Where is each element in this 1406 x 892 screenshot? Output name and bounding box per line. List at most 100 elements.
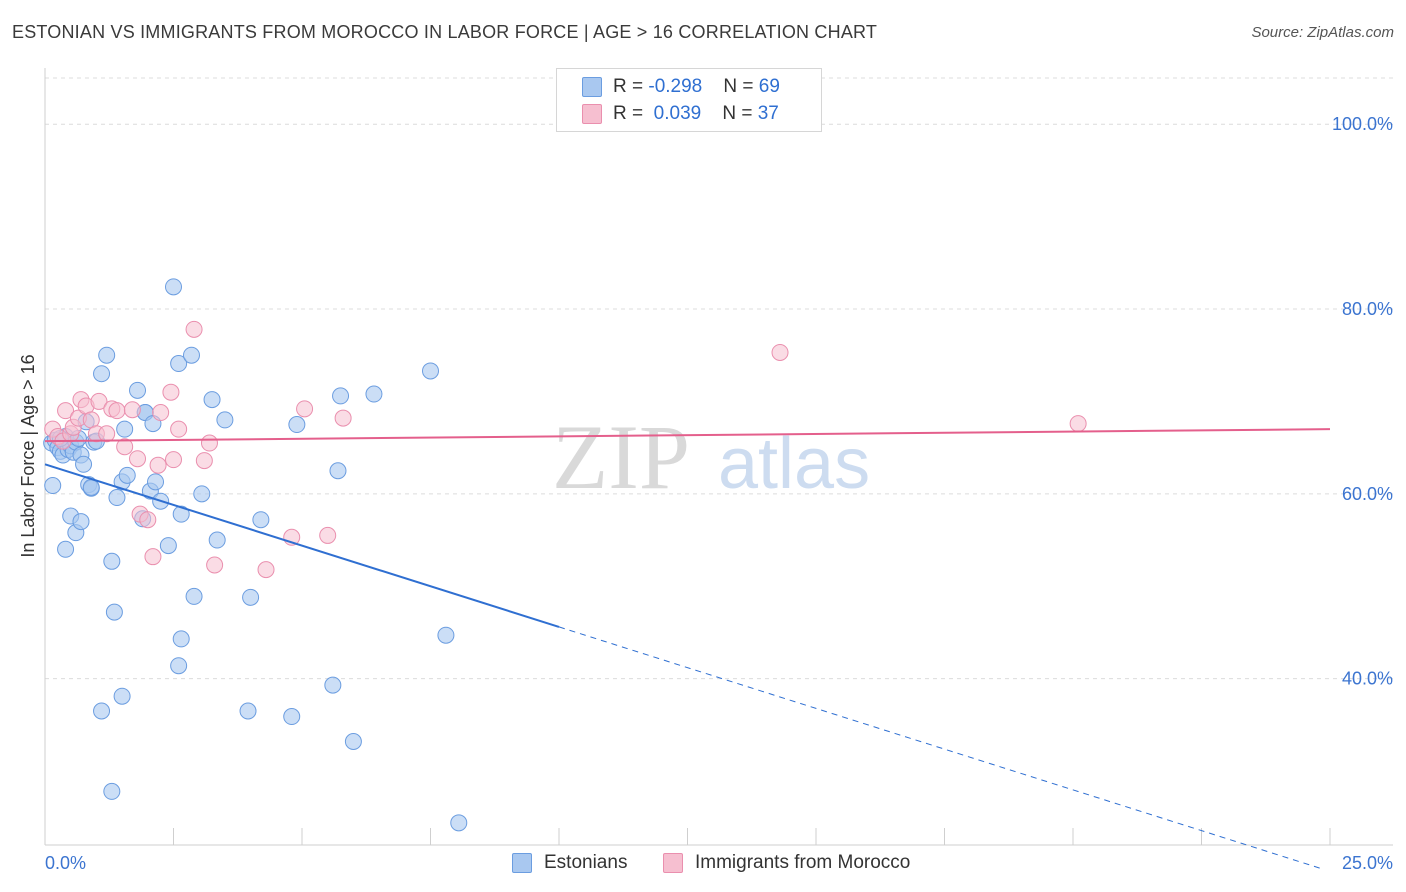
- scatter-point-estonians: [118, 466, 136, 484]
- scatter-point-estonians: [103, 552, 121, 570]
- scatter-point-estonians: [170, 657, 188, 675]
- scatter-point-estonians: [288, 416, 306, 434]
- correlation-legend: R = -0.298 N = 69 R = 0.039 N = 37: [556, 68, 822, 132]
- legend-n-label: N =: [723, 76, 759, 97]
- legend-r-value: -0.298: [648, 76, 703, 97]
- scatter-point-estonians: [116, 420, 134, 438]
- scatter-point-estonians: [172, 505, 190, 523]
- scatter-point-estonians: [344, 733, 362, 751]
- legend-r-value: 0.039: [648, 103, 702, 124]
- scatter-point-morocco: [116, 438, 134, 456]
- scatter-point-estonians: [283, 708, 301, 726]
- scatter-point-estonians: [75, 455, 93, 473]
- scatter-point-estonians: [103, 782, 121, 800]
- scatter-point-morocco: [206, 556, 224, 574]
- y-tick-label: 80.0%: [1342, 299, 1393, 319]
- scatter-point-estonians: [170, 355, 188, 373]
- legend-swatch-blue: [582, 77, 602, 97]
- scatter-point-estonians: [98, 346, 116, 364]
- scatter-point-estonians: [208, 531, 226, 549]
- scatter-point-estonians: [437, 626, 455, 644]
- legend-r-label: R =: [613, 103, 649, 124]
- scatter-point-estonians: [129, 381, 147, 399]
- scatter-point-estonians: [105, 603, 123, 621]
- scatter-point-estonians: [82, 478, 100, 496]
- bottom-legend-label: Immigrants from Morocco: [695, 852, 911, 873]
- scatter-point-morocco: [129, 450, 147, 468]
- legend-n-value: 37: [757, 103, 779, 124]
- source-credit: Source: ZipAtlas.com: [1251, 24, 1394, 41]
- scatter-point-morocco: [165, 451, 182, 469]
- legend-text: R = 0.039 N = 37: [613, 103, 779, 125]
- scatter-point-estonians: [332, 387, 350, 405]
- scatter-point-morocco: [144, 548, 162, 566]
- scatter-point-morocco: [195, 452, 213, 470]
- scatter-point-morocco: [98, 425, 116, 443]
- scatter-point-morocco: [170, 420, 188, 438]
- scatter-point-morocco: [90, 392, 108, 410]
- scatter-point-morocco: [257, 561, 275, 579]
- scatter-point-morocco: [57, 402, 75, 420]
- scatter-point-estonians: [72, 513, 90, 531]
- scatter-point-estonians: [93, 702, 111, 720]
- scatter-point-estonians: [147, 473, 165, 491]
- scatter-point-morocco: [185, 320, 203, 338]
- bottom-legend-label: Estonians: [544, 852, 628, 873]
- watermark-zip: ZIP: [552, 406, 690, 508]
- bottom-legend-estonians: Estonians: [512, 852, 627, 874]
- legend-row-morocco: R = 0.039 N = 37: [582, 102, 779, 126]
- scatter-point-estonians: [193, 485, 211, 503]
- legend-text: R = -0.298 N = 69: [613, 76, 780, 98]
- scatter-point-morocco: [149, 456, 167, 474]
- scatter-point-estonians: [216, 411, 234, 429]
- legend-swatch-pink: [582, 104, 602, 124]
- scatter-point-morocco: [152, 404, 170, 422]
- scatter-point-morocco: [162, 383, 180, 401]
- scatter-point-estonians: [252, 511, 270, 529]
- scatter-point-estonians: [324, 676, 342, 694]
- trendline-estonians: [44, 463, 560, 628]
- scatter-point-morocco: [319, 526, 337, 544]
- scatter-point-estonians: [450, 814, 468, 832]
- scatter-point-estonians: [93, 365, 111, 383]
- scatter-point-morocco: [334, 409, 352, 427]
- legend-n-label: N =: [722, 103, 758, 124]
- bottom-legend-swatch-pink: [663, 853, 683, 873]
- scatter-point-morocco: [771, 343, 789, 361]
- x-tick-label: 0.0%: [45, 853, 86, 873]
- trendline-estonians-extrapolated: [558, 626, 1320, 869]
- scatter-point-estonians: [57, 540, 75, 558]
- scatter-point-estonians: [172, 630, 190, 648]
- scatter-point-morocco: [296, 400, 314, 418]
- scatter-point-morocco: [108, 402, 126, 420]
- scatter-point-morocco: [1069, 415, 1087, 433]
- scatter-point-estonians: [203, 391, 221, 409]
- legend-r-label: R =: [613, 76, 649, 97]
- scatter-point-estonians: [165, 278, 182, 296]
- legend-n-value: 69: [758, 76, 780, 97]
- scatter-point-estonians: [239, 702, 257, 720]
- y-tick-label: 40.0%: [1342, 669, 1393, 689]
- scatter-point-estonians: [44, 477, 62, 495]
- scatter-point-morocco: [123, 401, 141, 419]
- scatter-point-estonians: [159, 537, 177, 555]
- chart-title: ESTONIAN VS IMMIGRANTS FROM MOROCCO IN L…: [12, 22, 878, 42]
- scatter-point-estonians: [182, 346, 200, 364]
- scatter-point-estonians: [113, 687, 131, 705]
- watermark-atlas: atlas: [718, 424, 870, 504]
- scatter-point-estonians: [422, 362, 439, 380]
- y-tick-label: 60.0%: [1342, 484, 1393, 504]
- bottom-legend-morocco: Immigrants from Morocco: [663, 852, 910, 874]
- y-tick-label: 100.0%: [1332, 114, 1393, 134]
- scatter-point-morocco: [139, 511, 157, 529]
- scatter-point-morocco: [200, 434, 218, 452]
- y-axis-label: In Labor Force | Age > 16: [18, 354, 38, 557]
- scatter-point-estonians: [365, 385, 383, 403]
- trendline-morocco: [44, 428, 1331, 443]
- scatter-point-estonians: [185, 587, 203, 605]
- scatter-point-estonians: [242, 588, 260, 606]
- scatter-point-estonians: [329, 462, 347, 480]
- legend-row-estonians: R = -0.298 N = 69: [582, 75, 780, 99]
- bottom-legend-swatch-blue: [512, 853, 532, 873]
